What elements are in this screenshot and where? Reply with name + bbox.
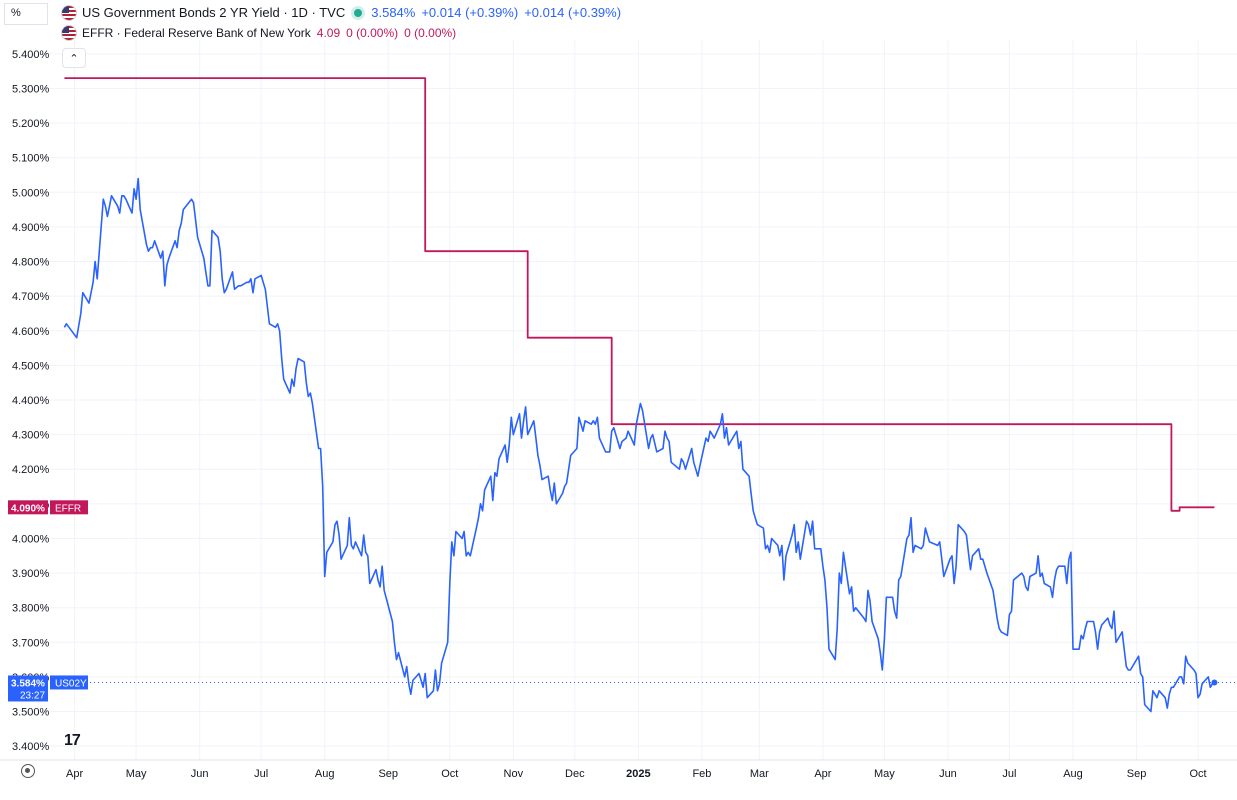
y-tick-label: 5.400% xyxy=(12,49,50,61)
legend-us02y-change1: +0.014 (+0.39%) xyxy=(421,5,519,20)
x-tick-label: Jun xyxy=(939,768,957,780)
x-tick-label: Jul xyxy=(1002,768,1016,780)
y-tick-label: 4.300% xyxy=(12,430,50,442)
x-tick-label: Apr xyxy=(814,768,831,780)
us02y-series-line[interactable] xyxy=(63,177,1215,713)
legend-us02y-value: 3.584% xyxy=(371,5,416,20)
effr-symbol-tag-text: EFFR xyxy=(55,503,81,514)
us02y-price-tag xyxy=(8,675,48,702)
tradingview-logo[interactable]: 17 xyxy=(64,732,81,750)
legend-us02y-change2: +0.014 (+0.39%) xyxy=(524,5,622,20)
x-tick-label: 2025 xyxy=(626,768,650,780)
x-tick-label: Sep xyxy=(378,768,398,780)
x-tick-label: Apr xyxy=(66,768,83,780)
effr-price-tag xyxy=(8,500,48,515)
chevron-up-icon: ⌃ xyxy=(69,52,79,65)
y-tick-label: 5.000% xyxy=(12,187,50,199)
x-tick-label: Dec xyxy=(565,768,585,780)
y-tick-label: 4.400% xyxy=(12,395,50,407)
y-tick-label: 5.100% xyxy=(12,153,50,165)
y-tick-label: 4.700% xyxy=(12,291,50,303)
x-tick-label: Jun xyxy=(191,768,209,780)
us02y-price-tag-value: 3.584% xyxy=(11,678,45,689)
legend-effr-change1: 0 (0.00%) xyxy=(346,26,399,40)
x-tick-label: Nov xyxy=(504,768,524,780)
legend-effr-value: 4.09 xyxy=(316,26,341,40)
x-tick-label: Aug xyxy=(1063,768,1083,780)
legend-effr-title: EFFR · Federal Reserve Bank of New York xyxy=(82,26,311,40)
unit-label: % xyxy=(11,7,21,19)
collapse-legend-button[interactable]: ⌃ xyxy=(62,48,86,68)
y-tick-label: 3.800% xyxy=(12,603,50,615)
us02y-symbol-tag-text: US02Y xyxy=(55,678,87,689)
y-tick-label: 5.300% xyxy=(12,83,50,95)
effr-series-line[interactable] xyxy=(64,77,1215,512)
legend-effr[interactable]: EFFR · Federal Reserve Bank of New York … xyxy=(62,26,456,40)
y-tick-label: 3.500% xyxy=(12,707,50,719)
us02y-symbol-tag xyxy=(50,675,88,690)
y-tick-label: 4.600% xyxy=(12,326,50,338)
y-tick-label: 3.900% xyxy=(12,568,50,580)
us-flag-icon xyxy=(62,5,76,20)
y-tick-label: 4.900% xyxy=(12,222,50,234)
effr-symbol-tag xyxy=(50,500,88,515)
effr-price-tag-value: 4.090% xyxy=(11,503,45,514)
x-tick-label: Aug xyxy=(315,768,335,780)
y-tick-label: 4.200% xyxy=(12,464,50,476)
last-price-point xyxy=(1211,679,1218,686)
x-tick-label: Feb xyxy=(692,768,711,780)
x-tick-label: Sep xyxy=(1127,768,1147,780)
market-open-icon xyxy=(354,8,363,17)
logo-text: 17 xyxy=(64,732,81,749)
y-tick-label: 3.400% xyxy=(12,741,50,753)
x-tick-label: May xyxy=(874,768,895,780)
y-tick-label: 4.500% xyxy=(12,360,50,372)
y-tick-label: 4.800% xyxy=(12,257,50,269)
us-flag-icon xyxy=(62,26,76,40)
x-tick-label: Jul xyxy=(254,768,268,780)
settings-icon[interactable] xyxy=(21,764,35,778)
x-tick-label: May xyxy=(126,768,147,780)
x-tick-label: Oct xyxy=(1189,768,1206,780)
unit-selector[interactable]: % xyxy=(4,3,48,25)
legend-effr-change2: 0 (0.00%) xyxy=(404,26,457,40)
y-tick-label: 3.700% xyxy=(12,637,50,649)
y-tick-label: 5.200% xyxy=(12,118,50,130)
bar-countdown: 23:27 xyxy=(20,690,45,701)
x-tick-label: Mar xyxy=(750,768,769,780)
x-tick-label: Oct xyxy=(441,768,458,780)
legend-us02y[interactable]: US Government Bonds 2 YR Yield · 1D · TV… xyxy=(62,5,621,20)
y-tick-label: 4.000% xyxy=(12,533,50,545)
legend-us02y-title: US Government Bonds 2 YR Yield · 1D · TV… xyxy=(82,5,346,20)
